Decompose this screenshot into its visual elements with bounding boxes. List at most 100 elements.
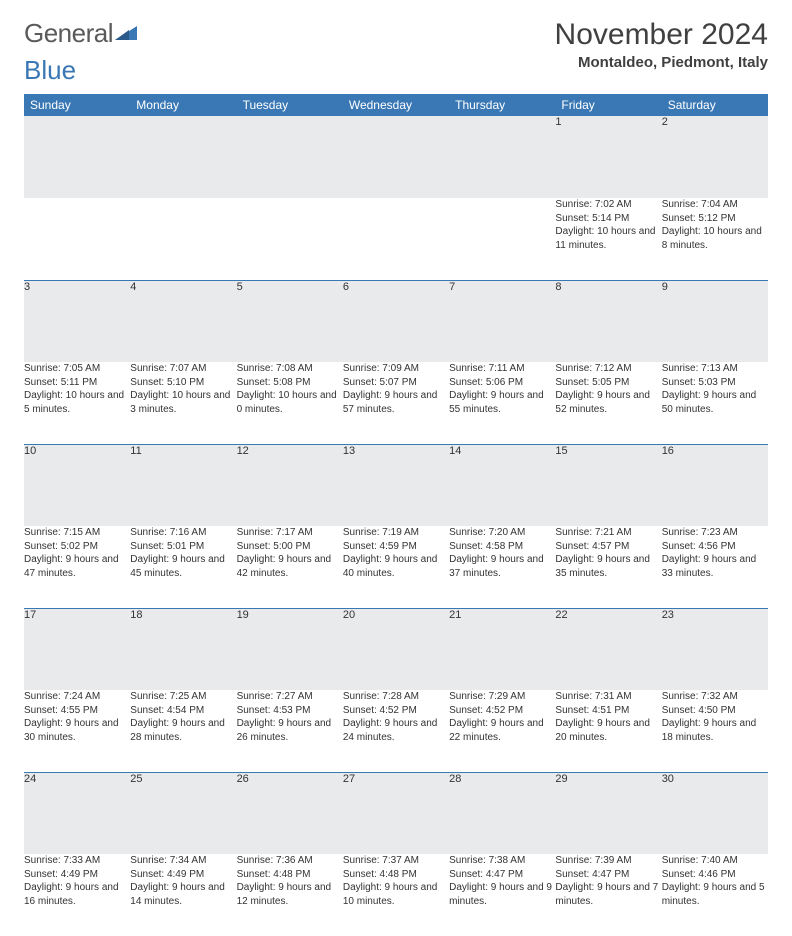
month-title: November 2024 xyxy=(555,18,768,52)
day-info-line: Sunrise: 7:15 AM xyxy=(24,526,130,540)
day-number: 19 xyxy=(237,608,343,690)
day-info-line: Sunset: 4:52 PM xyxy=(449,704,555,718)
day-cell xyxy=(24,198,130,280)
day-info-line: Sunrise: 7:28 AM xyxy=(343,690,449,704)
weekday-header-row: Sunday Monday Tuesday Wednesday Thursday… xyxy=(24,94,768,116)
day-cell: Sunrise: 7:38 AMSunset: 4:47 PMDaylight:… xyxy=(449,854,555,936)
day-info-line: Sunrise: 7:19 AM xyxy=(343,526,449,540)
day-number: 11 xyxy=(130,444,236,526)
day-cell: Sunrise: 7:04 AMSunset: 5:12 PMDaylight:… xyxy=(662,198,768,280)
day-number xyxy=(343,116,449,198)
day-cell: Sunrise: 7:39 AMSunset: 4:47 PMDaylight:… xyxy=(555,854,661,936)
day-number: 20 xyxy=(343,608,449,690)
day-number: 12 xyxy=(237,444,343,526)
day-cell xyxy=(449,198,555,280)
day-info-line: Daylight: 9 hours and 5 minutes. xyxy=(662,881,768,908)
day-cell: Sunrise: 7:07 AMSunset: 5:10 PMDaylight:… xyxy=(130,362,236,444)
day-cell: Sunrise: 7:13 AMSunset: 5:03 PMDaylight:… xyxy=(662,362,768,444)
day-info-line: Daylight: 10 hours and 0 minutes. xyxy=(237,389,343,416)
day-number: 2 xyxy=(662,116,768,198)
day-info-line: Sunrise: 7:05 AM xyxy=(24,362,130,376)
day-info-line: Sunset: 5:12 PM xyxy=(662,212,768,226)
day-number xyxy=(24,116,130,198)
day-number xyxy=(237,116,343,198)
day-info-line: Sunrise: 7:32 AM xyxy=(662,690,768,704)
day-info-line: Daylight: 10 hours and 5 minutes. xyxy=(24,389,130,416)
day-info-line: Sunset: 5:02 PM xyxy=(24,540,130,554)
day-info-line: Sunset: 4:54 PM xyxy=(130,704,236,718)
day-info-line: Sunrise: 7:08 AM xyxy=(237,362,343,376)
day-info-line: Sunrise: 7:29 AM xyxy=(449,690,555,704)
day-info-line: Sunset: 5:07 PM xyxy=(343,376,449,390)
day-cell: Sunrise: 7:31 AMSunset: 4:51 PMDaylight:… xyxy=(555,690,661,772)
day-info-line: Sunrise: 7:02 AM xyxy=(555,198,661,212)
day-info-line: Sunset: 4:56 PM xyxy=(662,540,768,554)
day-info-line: Sunrise: 7:23 AM xyxy=(662,526,768,540)
weekday-header: Friday xyxy=(555,94,661,116)
day-info-line: Daylight: 10 hours and 3 minutes. xyxy=(130,389,236,416)
day-info-line: Sunrise: 7:07 AM xyxy=(130,362,236,376)
day-info-line: Sunrise: 7:31 AM xyxy=(555,690,661,704)
day-info-line: Sunset: 4:49 PM xyxy=(24,868,130,882)
day-cell: Sunrise: 7:15 AMSunset: 5:02 PMDaylight:… xyxy=(24,526,130,608)
day-cell: Sunrise: 7:08 AMSunset: 5:08 PMDaylight:… xyxy=(237,362,343,444)
day-info-line: Sunset: 4:58 PM xyxy=(449,540,555,554)
day-cell xyxy=(237,198,343,280)
day-info-line: Sunrise: 7:25 AM xyxy=(130,690,236,704)
logo-text-general: General xyxy=(24,18,113,49)
day-number: 4 xyxy=(130,280,236,362)
day-info-line: Sunset: 5:05 PM xyxy=(555,376,661,390)
day-info-line: Sunset: 5:01 PM xyxy=(130,540,236,554)
day-info-line: Sunset: 4:47 PM xyxy=(449,868,555,882)
day-info-line: Sunset: 5:11 PM xyxy=(24,376,130,390)
day-number-row: 3456789 xyxy=(24,280,768,362)
day-info-line: Sunrise: 7:40 AM xyxy=(662,854,768,868)
day-number: 17 xyxy=(24,608,130,690)
weekday-header: Sunday xyxy=(24,94,130,116)
day-content-row: Sunrise: 7:15 AMSunset: 5:02 PMDaylight:… xyxy=(24,526,768,608)
day-number: 1 xyxy=(555,116,661,198)
day-cell: Sunrise: 7:37 AMSunset: 4:48 PMDaylight:… xyxy=(343,854,449,936)
day-info-line: Sunset: 4:53 PM xyxy=(237,704,343,718)
day-info-line: Sunset: 5:03 PM xyxy=(662,376,768,390)
day-number: 3 xyxy=(24,280,130,362)
day-info-line: Daylight: 9 hours and 10 minutes. xyxy=(343,881,449,908)
day-cell: Sunrise: 7:25 AMSunset: 4:54 PMDaylight:… xyxy=(130,690,236,772)
day-cell: Sunrise: 7:19 AMSunset: 4:59 PMDaylight:… xyxy=(343,526,449,608)
day-content-row: Sunrise: 7:24 AMSunset: 4:55 PMDaylight:… xyxy=(24,690,768,772)
day-info-line: Sunrise: 7:27 AM xyxy=(237,690,343,704)
day-number-row: 12 xyxy=(24,116,768,198)
logo: General xyxy=(24,18,139,49)
day-cell: Sunrise: 7:20 AMSunset: 4:58 PMDaylight:… xyxy=(449,526,555,608)
day-info-line: Sunrise: 7:17 AM xyxy=(237,526,343,540)
day-cell: Sunrise: 7:23 AMSunset: 4:56 PMDaylight:… xyxy=(662,526,768,608)
day-number: 28 xyxy=(449,772,555,854)
day-cell: Sunrise: 7:12 AMSunset: 5:05 PMDaylight:… xyxy=(555,362,661,444)
day-info-line: Sunrise: 7:34 AM xyxy=(130,854,236,868)
day-cell: Sunrise: 7:16 AMSunset: 5:01 PMDaylight:… xyxy=(130,526,236,608)
day-info-line: Daylight: 10 hours and 11 minutes. xyxy=(555,225,661,252)
day-info-line: Daylight: 9 hours and 50 minutes. xyxy=(662,389,768,416)
day-content-row: Sunrise: 7:33 AMSunset: 4:49 PMDaylight:… xyxy=(24,854,768,936)
day-info-line: Sunset: 4:57 PM xyxy=(555,540,661,554)
day-info-line: Sunrise: 7:13 AM xyxy=(662,362,768,376)
day-info-line: Sunrise: 7:39 AM xyxy=(555,854,661,868)
day-number: 18 xyxy=(130,608,236,690)
day-info-line: Daylight: 9 hours and 52 minutes. xyxy=(555,389,661,416)
day-info-line: Sunrise: 7:11 AM xyxy=(449,362,555,376)
day-info-line: Daylight: 9 hours and 47 minutes. xyxy=(24,553,130,580)
day-cell: Sunrise: 7:40 AMSunset: 4:46 PMDaylight:… xyxy=(662,854,768,936)
weekday-header: Tuesday xyxy=(237,94,343,116)
day-info-line: Daylight: 9 hours and 22 minutes. xyxy=(449,717,555,744)
day-cell: Sunrise: 7:36 AMSunset: 4:48 PMDaylight:… xyxy=(237,854,343,936)
day-cell: Sunrise: 7:05 AMSunset: 5:11 PMDaylight:… xyxy=(24,362,130,444)
day-content-row: Sunrise: 7:05 AMSunset: 5:11 PMDaylight:… xyxy=(24,362,768,444)
day-number-row: 17181920212223 xyxy=(24,608,768,690)
day-number xyxy=(449,116,555,198)
logo-text-blue: Blue xyxy=(24,55,768,86)
day-info-line: Sunset: 4:48 PM xyxy=(343,868,449,882)
day-number: 15 xyxy=(555,444,661,526)
day-info-line: Daylight: 9 hours and 16 minutes. xyxy=(24,881,130,908)
day-info-line: Sunrise: 7:04 AM xyxy=(662,198,768,212)
weekday-header: Monday xyxy=(130,94,236,116)
